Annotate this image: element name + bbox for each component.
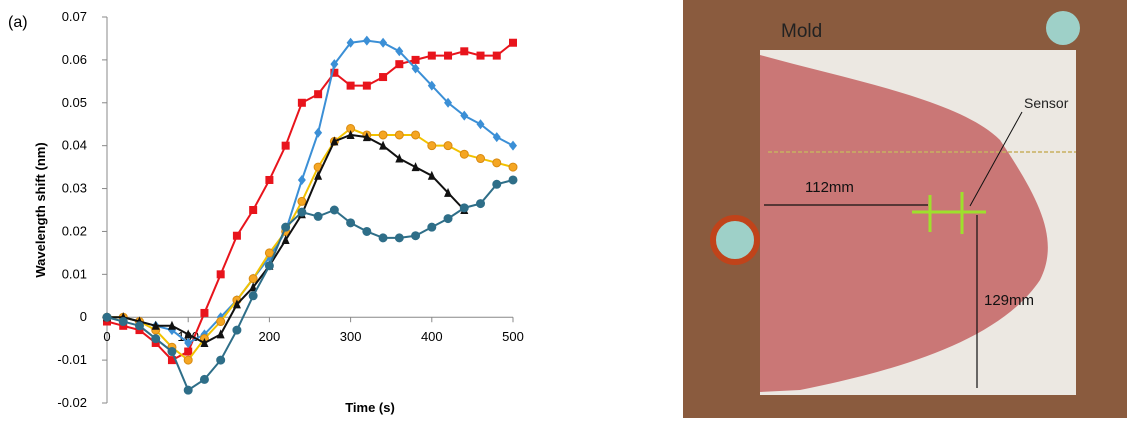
marker: [249, 275, 257, 283]
y-tick-label: 0.05: [62, 95, 87, 110]
marker: [379, 38, 387, 48]
photo: Mold Sensor 112mm 129mm: [683, 0, 1127, 418]
y-tick-label: 0.03: [62, 181, 87, 196]
marker: [509, 141, 517, 151]
marker: [379, 234, 387, 242]
marker: [477, 155, 485, 163]
marker: [184, 386, 192, 394]
figure: (a) Wavelength shift (nm) Time (s) Mold …: [0, 0, 1127, 418]
marker: [103, 313, 111, 321]
marker: [444, 142, 452, 150]
distance-label: 129mm: [984, 292, 1034, 309]
marker: [298, 99, 306, 107]
series-line: [107, 180, 513, 390]
x-tick-label: 0: [103, 329, 110, 344]
marker: [200, 309, 208, 317]
marker: [265, 249, 273, 257]
marker: [363, 36, 371, 46]
marker: [119, 318, 127, 326]
marker: [298, 197, 306, 205]
marker: [249, 206, 257, 214]
marker: [363, 227, 371, 235]
marker: [493, 180, 501, 188]
marker: [330, 206, 338, 214]
marker: [347, 219, 355, 227]
marker: [217, 270, 225, 278]
marker: [152, 335, 160, 343]
marker: [428, 52, 436, 60]
marker: [314, 90, 322, 98]
series-line: [107, 43, 513, 360]
marker: [379, 131, 387, 139]
marker: [460, 111, 468, 121]
y-tick-label: 0.04: [62, 138, 87, 153]
x-tick-label: 200: [259, 329, 281, 344]
marker: [265, 176, 273, 184]
marker: [444, 215, 452, 223]
marker: [298, 208, 306, 216]
marker: [217, 318, 225, 326]
marker: [379, 73, 387, 81]
marker: [168, 348, 176, 356]
marker: [184, 348, 192, 356]
marker: [412, 232, 420, 240]
marker: [477, 200, 485, 208]
marker: [444, 52, 452, 60]
marker: [282, 142, 290, 150]
y-tick-label: 0: [80, 309, 87, 324]
panel-label: (a): [8, 14, 28, 31]
marker: [428, 142, 436, 150]
mold-label: Mold: [781, 21, 822, 42]
marker: [298, 175, 306, 185]
marker: [395, 131, 403, 139]
marker: [477, 52, 485, 60]
series-line: [107, 41, 513, 343]
marker: [233, 232, 241, 240]
x-axis-title: Time (s): [345, 400, 395, 415]
marker: [363, 82, 371, 90]
y-tick-label: -0.01: [57, 352, 87, 367]
y-tick-label: 0.01: [62, 266, 87, 281]
marker: [314, 128, 322, 138]
marker: [395, 60, 403, 68]
marker: [265, 262, 273, 270]
marker: [509, 163, 517, 171]
marker: [217, 356, 225, 364]
distance-label: 112mm: [805, 179, 854, 196]
y-axis-title: Wavelength shift (nm): [33, 142, 48, 277]
marker: [460, 150, 468, 158]
marker: [200, 375, 208, 383]
marker: [135, 322, 143, 330]
marker: [412, 56, 420, 64]
marker: [509, 176, 517, 184]
x-tick-label: 500: [502, 329, 524, 344]
y-tick-label: -0.02: [57, 395, 87, 410]
marker: [249, 292, 257, 300]
x-tick-label: 400: [421, 329, 443, 344]
marker: [493, 52, 501, 60]
outlet: [1046, 11, 1080, 45]
marker: [395, 234, 403, 242]
marker: [477, 119, 485, 129]
marker: [347, 82, 355, 90]
marker: [314, 212, 322, 220]
y-tick-label: 0.06: [62, 52, 87, 67]
marker: [428, 223, 436, 231]
marker: [509, 39, 517, 47]
marker: [282, 223, 290, 231]
y-tick-label: 0.07: [62, 9, 87, 24]
marker: [233, 326, 241, 334]
sensor-label: Sensor: [1024, 95, 1069, 111]
inlet: [713, 218, 757, 262]
x-tick-label: 300: [340, 329, 362, 344]
marker: [493, 159, 501, 167]
marker: [460, 204, 468, 212]
marker: [493, 132, 501, 142]
marker: [412, 131, 420, 139]
y-tick-label: 0.02: [62, 223, 87, 238]
marker: [460, 47, 468, 55]
marker: [184, 356, 192, 364]
marker: [395, 154, 403, 163]
